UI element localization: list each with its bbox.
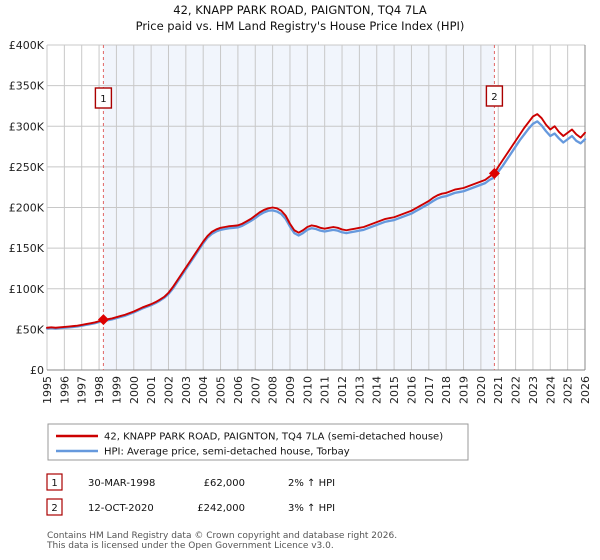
y-tick-label: £350K: [9, 80, 45, 93]
x-tick-label: 2015: [388, 376, 401, 404]
x-tick-label: 2003: [180, 376, 193, 404]
transaction-point-diamond[interactable]: [488, 167, 500, 179]
x-tick-label: 2012: [336, 376, 349, 404]
x-tick-label: 2023: [527, 376, 540, 404]
y-tick-label: £150K: [9, 242, 45, 255]
transaction-row-date: 30-MAR-1998: [88, 478, 155, 489]
transaction-marker-label: 2: [491, 92, 497, 103]
transaction-row-hpi-delta: 3% ↑ HPI: [288, 503, 335, 514]
x-tick-label: 2001: [145, 376, 158, 404]
transaction-marker-box[interactable]: [94, 87, 113, 109]
y-tick-label: £50K: [16, 323, 45, 336]
transaction-row-hpi-delta: 2% ↑ HPI: [288, 478, 335, 489]
transaction-row-date: 12-OCT-2020: [88, 503, 154, 514]
transaction-marker-box[interactable]: [485, 85, 504, 107]
x-tick-label: 2018: [440, 376, 453, 404]
transaction-marker-label: 1: [100, 94, 106, 105]
transaction-row-price: £242,000: [197, 503, 245, 514]
legend-label: 42, KNAPP PARK ROAD, PAIGNTON, TQ4 7LA (…: [104, 432, 443, 443]
y-tick-label: £300K: [9, 120, 45, 133]
transaction-row-index: 2: [51, 503, 57, 514]
x-tick-label: 2011: [319, 376, 332, 404]
x-tick-label: 1998: [93, 376, 106, 404]
x-tick-label: 2026: [579, 376, 592, 404]
transaction-point-diamond[interactable]: [97, 314, 109, 326]
page-title: 42, KNAPP PARK ROAD, PAIGNTON, TQ4 7LA: [173, 3, 427, 17]
x-tick-label: 1995: [41, 376, 54, 404]
x-tick-label: 2008: [267, 376, 280, 404]
x-tick-label: 2005: [215, 376, 228, 404]
x-tick-label: 2016: [405, 376, 418, 404]
x-tick-label: 2007: [249, 376, 262, 404]
x-tick-label: 2002: [162, 376, 175, 404]
y-tick-label: £100K: [9, 283, 45, 296]
legend-label: HPI: Average price, semi-detached house,…: [104, 447, 350, 458]
y-tick-label: £250K: [9, 161, 45, 174]
x-tick-label: 2022: [510, 376, 523, 404]
x-tick-label: 1997: [76, 376, 89, 404]
x-tick-label: 2009: [284, 376, 297, 404]
transaction-row-index-box[interactable]: [46, 498, 63, 516]
x-tick-label: 2013: [353, 376, 366, 404]
x-tick-label: 1996: [58, 376, 71, 404]
x-tick-label: 2019: [458, 376, 471, 404]
y-tick-label: £0: [30, 364, 44, 377]
legend: 42, KNAPP PARK ROAD, PAIGNTON, TQ4 7LA (…: [47, 423, 469, 461]
y-axis-labels: £0 £50K £100K £150K £200K £250K £300K £350K £400…: [9, 39, 45, 377]
x-tick-label: 2017: [423, 376, 436, 404]
footer-line-1: Contains HM Land Registry data © Crown c…: [47, 531, 397, 541]
x-tick-label: 2014: [371, 376, 384, 404]
transaction-row-price: £62,000: [204, 478, 245, 489]
x-tick-label: 2010: [301, 376, 314, 404]
x-tick-label: 2004: [197, 376, 210, 404]
x-tick-label: 2021: [492, 376, 505, 404]
x-tick-label: 2006: [232, 376, 245, 404]
y-tick-label: £400K: [9, 39, 45, 52]
x-tick-label: 2025: [562, 376, 575, 404]
transaction-row-index: 1: [51, 478, 57, 489]
x-tick-label: 2024: [544, 376, 557, 404]
transaction-table: 1 30-MAR-1998 £62,000 2% ↑ HPI 2 12-OCT-2020 £…: [46, 473, 335, 516]
x-tick-label: 1999: [110, 376, 123, 404]
y-tick-label: £200K: [9, 202, 45, 215]
x-tick-label: 2000: [128, 376, 141, 404]
x-tick-label: 2020: [475, 376, 488, 404]
transaction-row-index-box[interactable]: [46, 473, 63, 491]
footer-line-2: This data is licensed under the Open Gov…: [46, 541, 334, 551]
footer: Contains HM Land Registry data © Crown c…: [46, 531, 397, 551]
grid: [46, 44, 586, 371]
page-subtitle: Price paid vs. HM Land Registry's House …: [136, 19, 465, 33]
legend-box: [47, 423, 469, 461]
x-axis-labels: 1995 1996 1997 1998 1999 2000 2001 2002 2003 2004…: [41, 376, 592, 404]
